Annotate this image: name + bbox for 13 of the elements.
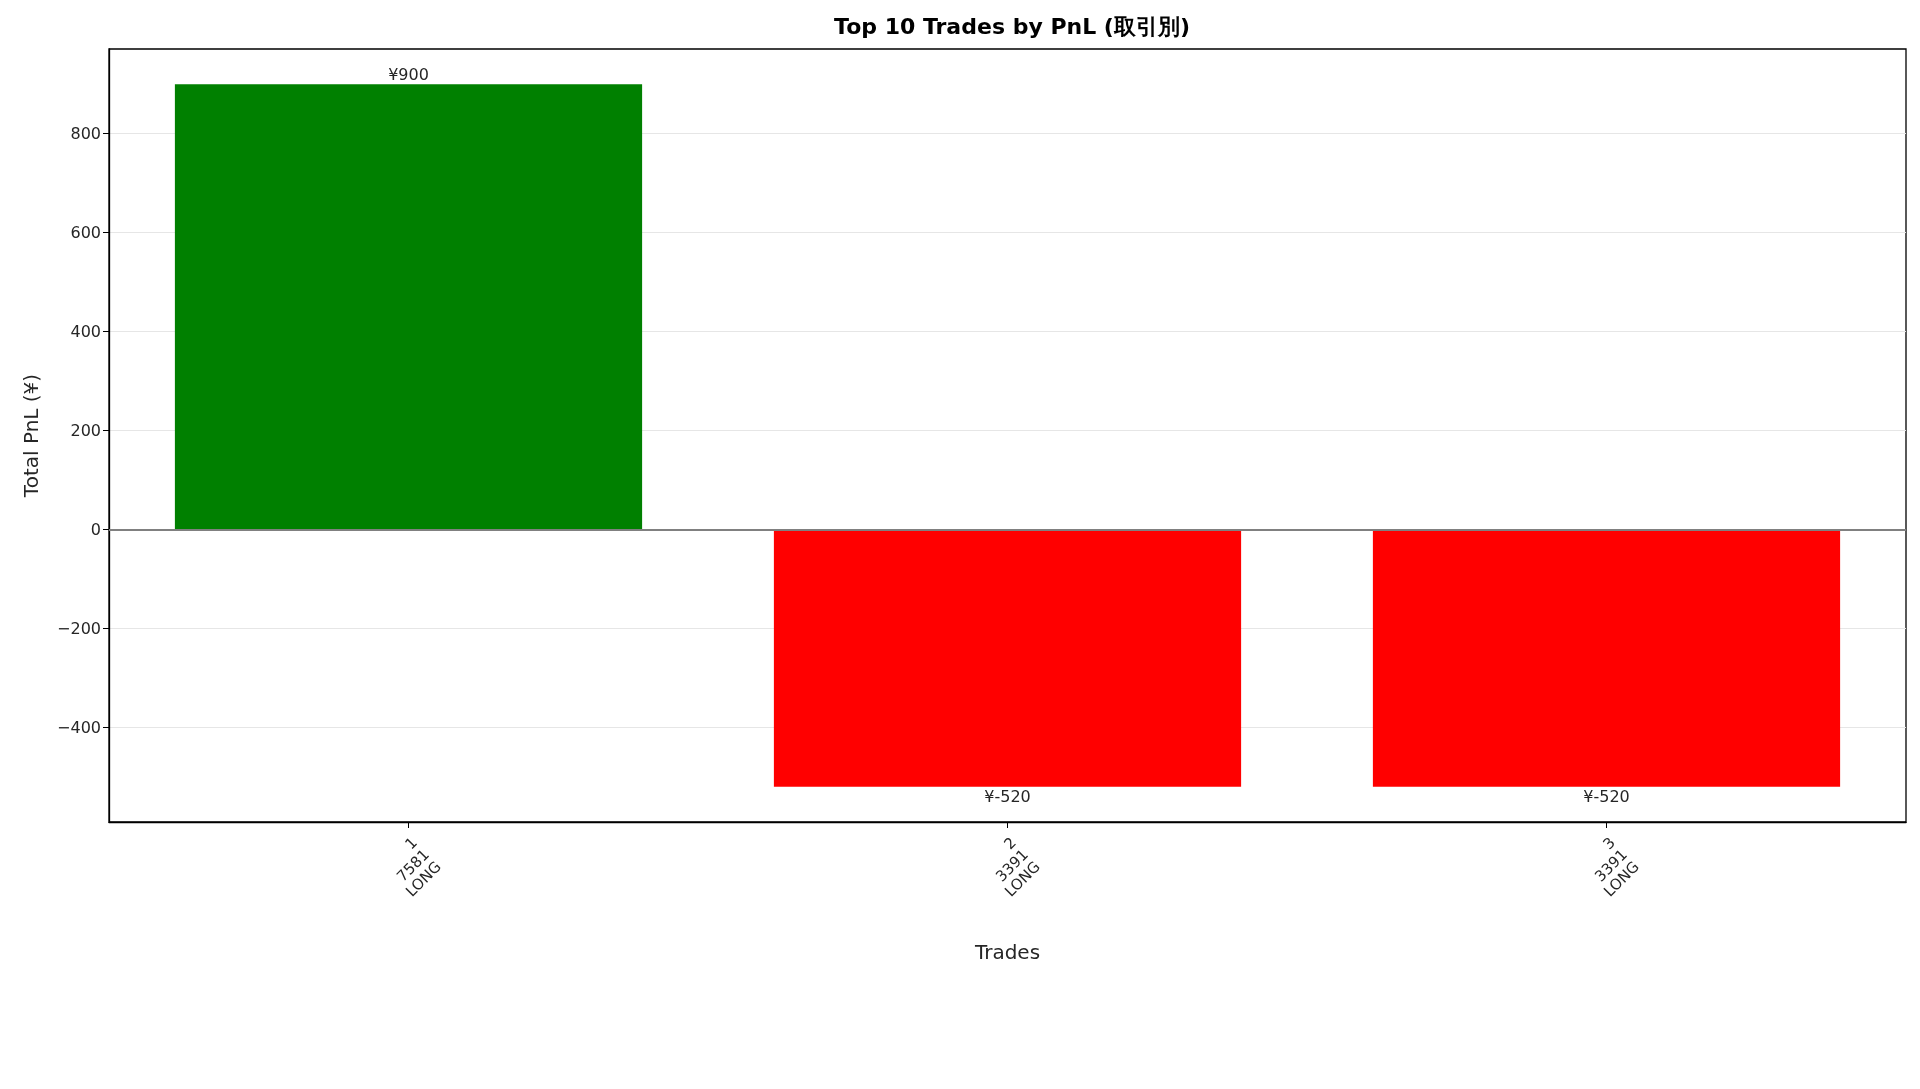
- chart-title: Top 10 Trades by PnL (取引別): [834, 13, 1190, 39]
- y-tick-label: 600: [70, 223, 101, 243]
- y-tick-label: 800: [70, 124, 101, 144]
- data-label: ¥-520: [1583, 787, 1630, 807]
- y-tick-label: 200: [70, 421, 101, 441]
- data-label: ¥-520: [984, 787, 1031, 807]
- y-axis-title: Total PnL (¥): [19, 373, 43, 499]
- y-tick-label: 400: [70, 322, 101, 342]
- y-tick-label: 0: [90, 520, 101, 540]
- y-tick-label: −400: [57, 717, 101, 737]
- y-tick-label: −200: [57, 619, 101, 638]
- x-axis-title: Trades: [973, 940, 1041, 964]
- data-label: ¥900: [388, 64, 429, 84]
